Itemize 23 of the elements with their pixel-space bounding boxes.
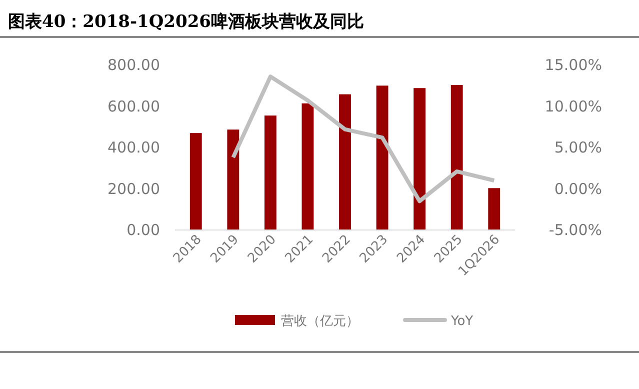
y2-tick-label: 10.00% xyxy=(544,97,602,116)
bar xyxy=(339,94,351,230)
y-tick-label: 0.00 xyxy=(126,221,160,239)
y-tick-label: 600.00 xyxy=(108,97,160,116)
bar xyxy=(264,116,276,230)
line-series xyxy=(231,74,496,204)
y-tick-label: 200.00 xyxy=(108,180,160,198)
legend-label: 营收（亿元） xyxy=(281,314,359,329)
y-tick-label: 800.00 xyxy=(108,56,160,74)
bar xyxy=(488,188,500,230)
y-tick-label: 400.00 xyxy=(108,138,160,156)
y2-tick-label: 0.00% xyxy=(554,180,602,198)
y2-tick-label: -5.00% xyxy=(548,221,602,239)
bar xyxy=(227,130,240,230)
chart-title: 图表40：2018-1Q2026啤酒板块营收及同比 xyxy=(8,12,364,32)
bar xyxy=(414,88,426,230)
y2-tick-label: 15.00% xyxy=(544,56,602,74)
bar xyxy=(190,133,202,230)
bar xyxy=(450,85,463,230)
y2-tick-label: 5.00% xyxy=(554,138,602,156)
legend-label: YoY xyxy=(450,314,474,329)
bar xyxy=(302,103,314,230)
bar xyxy=(376,86,388,230)
